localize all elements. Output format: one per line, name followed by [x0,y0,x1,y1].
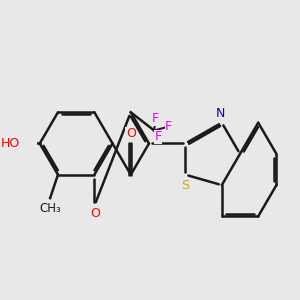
Text: S: S [182,178,189,192]
Text: HO: HO [1,137,20,150]
Text: H: H [11,137,20,150]
Text: F: F [154,130,162,143]
Text: O: O [126,128,136,140]
Text: O: O [91,207,100,220]
Text: F: F [165,120,172,133]
Text: CH₃: CH₃ [39,202,61,215]
Text: N: N [216,106,225,120]
Text: F: F [152,112,159,125]
